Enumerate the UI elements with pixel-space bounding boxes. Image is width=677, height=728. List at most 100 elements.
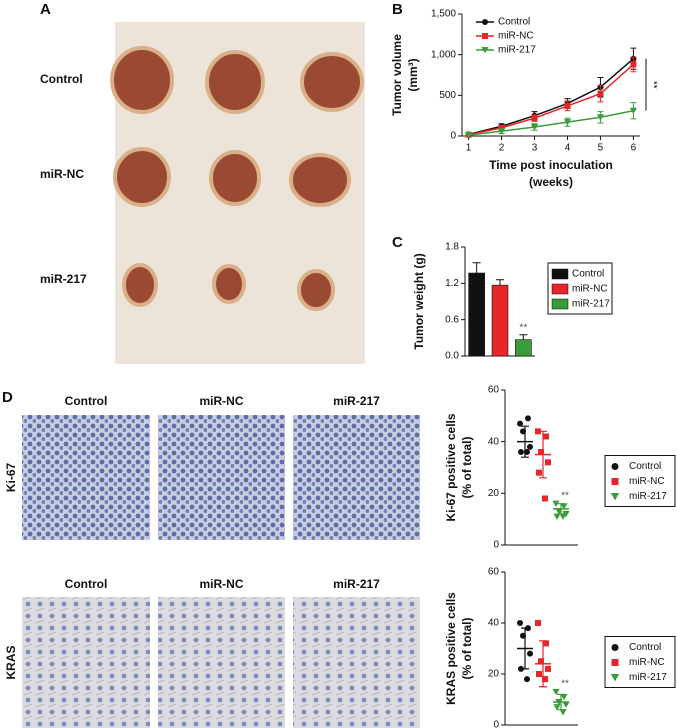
marker	[597, 90, 604, 97]
marker	[560, 503, 568, 510]
x-tick-label: 4	[565, 143, 571, 154]
error-bar	[519, 334, 528, 340]
legend-label: miR-NC	[498, 31, 534, 42]
marker	[552, 688, 560, 696]
y-tick-label: 0.6	[445, 314, 459, 325]
panel-label: B	[392, 1, 403, 18]
marker	[630, 61, 637, 68]
x-tick-label: 2	[499, 143, 505, 154]
legend-label: Control	[629, 642, 661, 653]
marker	[482, 33, 488, 39]
marker	[517, 620, 523, 626]
y-tick-label: 500	[439, 90, 456, 101]
error-bar	[539, 640, 547, 688]
y-axis-label: KRAS positive cells	[444, 592, 458, 705]
legend-label: miR-NC	[629, 476, 665, 487]
y-axis-label: Tumor weight (g)	[412, 253, 426, 349]
marker	[497, 128, 506, 135]
marker	[527, 443, 533, 450]
column-label: Control	[65, 577, 108, 591]
marker	[498, 124, 505, 131]
error-bar	[539, 430, 547, 479]
legend-swatch	[551, 268, 569, 280]
marker	[553, 513, 561, 520]
annotation: **	[519, 322, 527, 333]
x-axis-label: Time post inoculation	[489, 158, 613, 172]
error-bar	[496, 279, 504, 286]
y-tick-label: 0.0	[445, 351, 459, 362]
series-line	[468, 110, 634, 136]
marker	[559, 709, 567, 716]
bar	[491, 284, 509, 357]
y-tick-label: 1,000	[431, 49, 456, 60]
marker	[611, 478, 619, 485]
ihc-image	[158, 415, 285, 540]
column-label: miR-217	[333, 577, 380, 591]
marker	[518, 449, 524, 455]
column-label: miR-NC	[200, 577, 244, 591]
annotation: **	[561, 490, 569, 501]
marker	[559, 513, 567, 520]
marker	[562, 701, 570, 708]
marker	[610, 674, 620, 682]
marker	[611, 659, 619, 666]
ihc-image	[293, 415, 420, 540]
panel-label: C	[392, 234, 403, 251]
series-line	[468, 63, 634, 136]
error-bar	[472, 262, 481, 274]
y-tick-label: 0	[493, 720, 499, 728]
marker	[560, 693, 568, 701]
marker	[611, 644, 619, 651]
marker	[481, 47, 489, 54]
x-axis-label: (weeks)	[529, 175, 573, 189]
legend-label: Control	[498, 17, 530, 28]
marker	[538, 449, 544, 455]
marker	[517, 420, 523, 427]
error-bar	[557, 503, 565, 515]
column-label: miR-NC	[200, 394, 244, 408]
row-label: miR-NC	[40, 167, 84, 181]
legend-label: Control	[629, 461, 661, 472]
marker	[542, 676, 548, 683]
y-tick-label: 1.8	[445, 242, 459, 253]
marker	[542, 495, 548, 502]
y-tick-label: 40	[488, 618, 500, 629]
marker	[536, 469, 542, 476]
ihc-image	[22, 415, 150, 540]
y-axis-label: (% of total)	[460, 437, 474, 499]
y-tick-label: 40	[488, 436, 500, 447]
column-label: miR-217	[333, 394, 380, 408]
marker	[610, 493, 620, 501]
y-tick-label: 0	[493, 540, 499, 551]
column-label: Control	[65, 394, 108, 408]
ihc-image	[22, 597, 150, 728]
legend-swatch	[551, 298, 569, 310]
marker	[545, 459, 551, 466]
y-tick-label: 1.2	[445, 278, 459, 289]
annotation: **	[561, 678, 569, 689]
ihc-images	[22, 415, 420, 728]
marker	[538, 658, 544, 665]
x-tick-label: 5	[598, 143, 604, 154]
legend-label: miR-NC	[629, 657, 665, 668]
error-bar	[557, 693, 565, 711]
legend-label: miR-217	[629, 672, 667, 683]
ihc-image	[158, 597, 285, 728]
marker	[596, 114, 605, 121]
annotation: **	[647, 81, 658, 89]
marker	[552, 500, 560, 507]
marker	[543, 640, 549, 647]
x-tick-label: 6	[631, 143, 637, 154]
y-tick-label: 60	[488, 567, 500, 578]
marker	[564, 102, 571, 109]
row-label: Ki-67	[4, 463, 18, 493]
legend-label: miR-217	[572, 299, 610, 310]
bar	[515, 339, 532, 357]
marker	[563, 119, 572, 126]
row-label: KRAS	[4, 645, 18, 679]
y-tick-label: 20	[488, 669, 500, 680]
error-bar	[521, 627, 529, 670]
marker	[553, 704, 561, 711]
bar	[468, 272, 485, 357]
